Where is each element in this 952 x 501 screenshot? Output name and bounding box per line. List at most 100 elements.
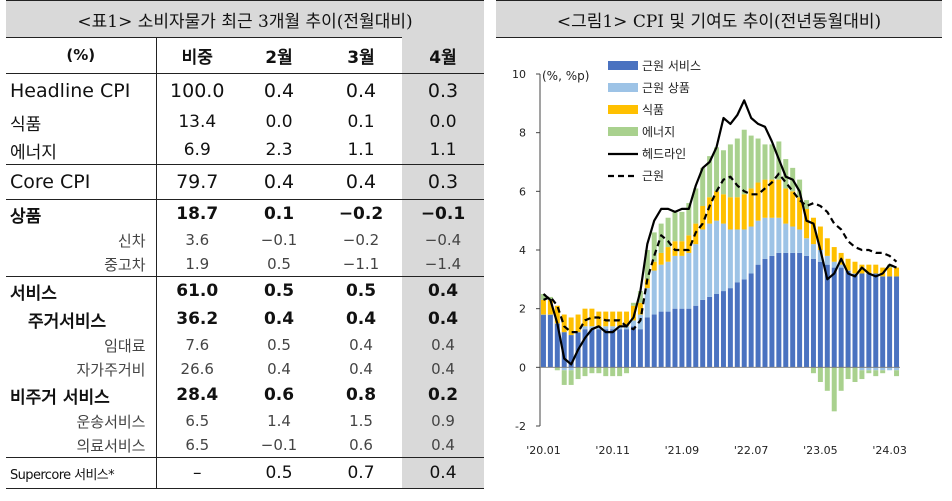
bar-2-26 — [720, 223, 726, 292]
legend-label-2: 근원 상품 — [642, 81, 690, 95]
bar-1-8 — [596, 329, 602, 368]
bar-1-15 — [644, 317, 650, 368]
bar-1-12 — [624, 329, 630, 368]
bar-3-35 — [783, 188, 789, 224]
bar-2-9 — [603, 326, 609, 330]
bar-4-24 — [707, 156, 713, 198]
bar-2-3 — [561, 367, 567, 371]
cell-feb: 1.4 — [267, 412, 291, 430]
x-tick-label: '23.05 — [803, 444, 838, 457]
cell-mar: 0.4 — [320, 73, 402, 108]
bar-4-44 — [845, 367, 851, 380]
cell-mar: 0.8 — [345, 385, 377, 405]
cell-apr: 0.9 — [402, 409, 484, 433]
bar-3-27 — [727, 197, 733, 230]
bar-1-9 — [603, 329, 609, 368]
bar-3-29 — [741, 194, 747, 230]
row-medical-services: 의료서비스 6.5 −0.1 0.6 0.4 — [6, 433, 484, 458]
bar-4-15 — [644, 250, 650, 280]
bar-3-50 — [887, 267, 893, 277]
bar-3-13 — [630, 305, 636, 321]
bar-3-44 — [845, 258, 851, 271]
bar-4-20 — [679, 211, 685, 242]
y-tick-label: 6 — [519, 185, 526, 198]
bar-4-21 — [686, 203, 692, 236]
cpi-contribution-chart: -2 0 2 4 6 8 10 (%, %p) '20.01 '20.11 '21.09 '22.07… — [512, 59, 907, 457]
bar-2-40 — [817, 250, 823, 262]
header-feb: 2월 — [238, 37, 320, 74]
bar-1-28 — [734, 282, 740, 368]
bar-4-5 — [575, 367, 581, 380]
row-core-cpi: Core CPI 79.7 0.4 0.4 0.3 — [6, 164, 484, 200]
legend-label-6: 근원 — [642, 169, 664, 183]
bar-1-27 — [727, 288, 733, 368]
bar-2-15 — [644, 288, 650, 318]
bar-4-10 — [610, 367, 616, 377]
bar-3-32 — [762, 179, 768, 218]
bar-1-4 — [568, 335, 574, 368]
legend-swatch-1 — [608, 61, 638, 70]
bar-4-6 — [582, 367, 588, 377]
bar-1-49 — [880, 276, 886, 368]
bar-2-45 — [852, 273, 858, 274]
cpi-table: (%) 비중 2월 3월 4월 Headline CPI 100.0 0.4 0.4 0… — [6, 37, 484, 489]
bar-2-31 — [755, 220, 761, 265]
cell-label: 임대료 — [6, 333, 157, 357]
cell-feb: 0.5 — [238, 457, 320, 489]
cell-apr: 0.3 — [402, 164, 484, 200]
bar-4-19 — [672, 211, 678, 242]
bar-1-34 — [776, 252, 782, 368]
cell-apr: 0.4 — [402, 457, 484, 489]
bar-4-32 — [762, 144, 768, 180]
x-tick-label: '20.01 — [526, 444, 561, 457]
bar-1-13 — [630, 326, 636, 368]
bar-3-0 — [540, 299, 546, 315]
bar-1-46 — [859, 273, 865, 368]
cell-weight: 100.0 — [156, 73, 238, 108]
bar-1-2 — [554, 323, 560, 368]
bar-3-5 — [575, 314, 581, 333]
cell-apr: −0.4 — [402, 228, 484, 252]
bar-3-47 — [866, 264, 872, 274]
bar-3-2 — [554, 305, 560, 324]
bar-2-34 — [776, 217, 782, 253]
bar-2-35 — [783, 223, 789, 253]
bar-1-33 — [769, 255, 775, 368]
bar-2-7 — [589, 326, 595, 330]
bar-4-38 — [804, 200, 810, 209]
cpi-chart-panel: <그림1> CPI 및 기여도 추이(전년동월대비) -2 0 2 4 6 8 10 (%, … — [496, 0, 952, 501]
bar-2-43 — [838, 264, 844, 268]
bar-2-21 — [686, 252, 692, 309]
bar-2-1 — [547, 314, 553, 316]
bar-3-8 — [596, 311, 602, 327]
cell-mar: 0.4 — [349, 336, 373, 354]
cell-apr: 1.1 — [402, 136, 484, 165]
bar-3-17 — [658, 252, 664, 265]
bar-1-50 — [887, 276, 893, 368]
bar-1-7 — [589, 329, 595, 368]
bar-2-23 — [700, 229, 706, 300]
bar-3-38 — [804, 208, 810, 239]
cell-mar: 0.4 — [345, 309, 377, 329]
bar-3-3 — [561, 314, 567, 333]
cell-weight: 1.9 — [185, 255, 210, 273]
bar-2-5 — [575, 332, 581, 333]
bar-1-19 — [672, 308, 678, 368]
bar-4-17 — [658, 223, 664, 253]
cell-apr: −1.4 — [402, 252, 484, 277]
y-tick-label: -2 — [515, 420, 526, 433]
bar-4-23 — [700, 167, 706, 206]
bar-2-42 — [831, 261, 837, 268]
unit-label: (%, %p) — [542, 69, 589, 83]
cell-feb: 2.3 — [265, 140, 293, 160]
header-apr: 4월 — [402, 37, 484, 74]
bar-1-17 — [658, 311, 664, 368]
cell-label: Core CPI — [6, 164, 157, 200]
row-headline-cpi: Headline CPI 100.0 0.4 0.4 0.3 — [6, 73, 484, 108]
bar-2-25 — [714, 220, 720, 294]
cell-feb: 0.1 — [238, 199, 320, 228]
bar-4-25 — [714, 147, 720, 192]
bar-4-26 — [720, 150, 726, 195]
cell-label: 신차 — [6, 228, 157, 252]
cell-feb: 0.4 — [263, 309, 295, 329]
